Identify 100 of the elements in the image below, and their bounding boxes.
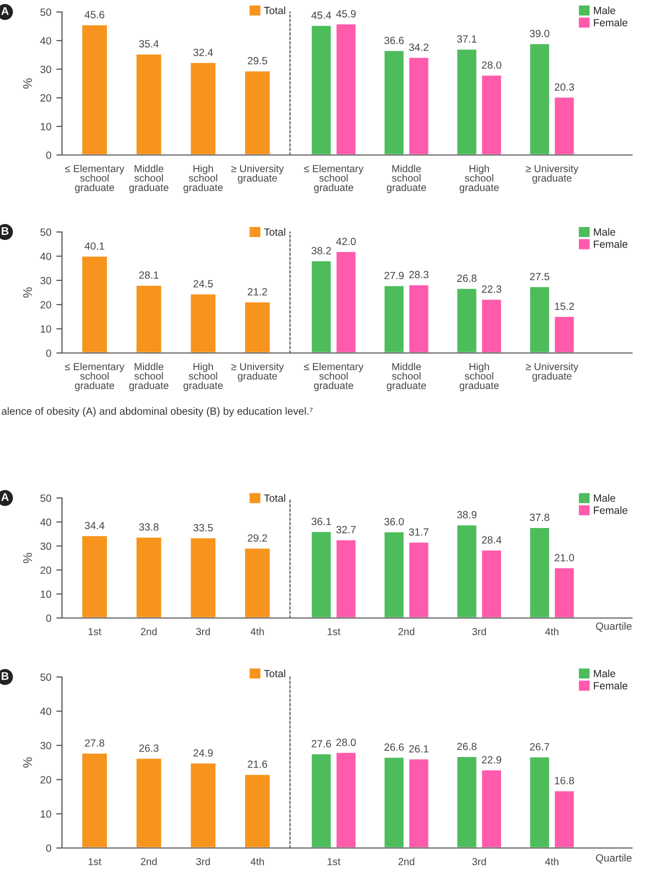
- bar: [244, 301, 272, 353]
- data-label: 27.5: [530, 272, 550, 280]
- chart-title: A: [1, 7, 9, 15]
- y-axis-title: %: [23, 552, 32, 564]
- chart-title: B: [2, 672, 9, 680]
- legend-label: Total: [264, 670, 286, 678]
- data-label: 26.8: [457, 274, 477, 282]
- data-label: 21.6: [248, 760, 268, 768]
- data-label: 39.0: [530, 30, 550, 38]
- data-label: 29.2: [248, 534, 268, 542]
- data-label: 45.4: [311, 12, 332, 19]
- data-label: 36.0: [384, 518, 404, 526]
- data-label: 31.7: [409, 528, 428, 536]
- y-tick-label: 0: [46, 152, 52, 159]
- bar: [335, 250, 357, 353]
- y-tick-label: 10: [40, 325, 52, 333]
- data-label: 34.4: [84, 522, 104, 530]
- bar: [135, 536, 163, 618]
- x-tick-label: 4th: [545, 858, 558, 866]
- y-tick-label: 0: [46, 614, 52, 622]
- x-tick-label: 3rd: [196, 858, 210, 866]
- data-label: 22.3: [482, 285, 502, 293]
- bar: [456, 756, 478, 848]
- y-tick-label: 30: [40, 542, 52, 550]
- x-tick-label: 1st: [88, 858, 102, 866]
- bar: [244, 547, 272, 618]
- bar: [310, 24, 332, 155]
- bar: [383, 284, 405, 353]
- bar: [189, 762, 217, 848]
- data-label: 32.4: [193, 48, 213, 56]
- bar: [553, 566, 576, 618]
- y-tick-label: 40: [40, 37, 52, 44]
- bar: [383, 530, 405, 618]
- bar: [189, 293, 217, 353]
- text: alence of obesity (A) and abdominal obesity (B) by education level.⁷: [2, 407, 313, 417]
- legend-label: Female: [594, 506, 628, 514]
- x-tick-label: ≥ University graduate: [526, 362, 578, 382]
- x-tick-label: ≤ Elementary school graduate: [65, 362, 124, 392]
- data-label: 33.5: [193, 524, 213, 532]
- x-tick-label: ≥ University graduate: [231, 362, 284, 382]
- y-tick-label: 50: [40, 228, 52, 236]
- data-label: 37.1: [457, 35, 476, 43]
- data-label: 37.8: [530, 514, 550, 522]
- data-label: 32.7: [336, 526, 356, 534]
- x-tick-label: Middle school graduate: [129, 164, 168, 194]
- y-tick-label: 50: [40, 8, 52, 16]
- bar: [528, 42, 550, 155]
- x-tick-label: High school graduate: [184, 362, 223, 392]
- bar: [528, 756, 550, 848]
- legend-label: Female: [594, 18, 628, 26]
- y-tick-label: 50: [40, 494, 52, 502]
- x-tick-label: 3rd: [196, 628, 210, 636]
- bar: [480, 549, 502, 618]
- data-label: 22.9: [482, 756, 502, 764]
- y-tick-label: 30: [40, 66, 52, 74]
- y-tick-label: 20: [40, 301, 52, 308]
- data-label: 27.9: [384, 272, 404, 280]
- bar: [80, 752, 108, 848]
- data-label: 28.0: [336, 738, 356, 746]
- y-tick-label: 10: [40, 810, 52, 818]
- data-label: 38.2: [312, 246, 331, 254]
- data-label: 28.1: [139, 271, 158, 279]
- bar: [189, 536, 217, 618]
- y-tick-label: 0: [46, 844, 52, 852]
- bar: [480, 768, 502, 848]
- x-tick-label: ≤ Elementary school graduate: [304, 164, 364, 194]
- data-label: 40.1: [84, 242, 104, 250]
- bar: [335, 23, 357, 155]
- legend-label: Total: [264, 228, 286, 236]
- data-label: 21.0: [554, 554, 574, 562]
- legend-label: Female: [594, 682, 628, 690]
- data-label: 26.7: [530, 743, 550, 750]
- x-tick-label: ≥ University graduate: [526, 164, 578, 184]
- bar: [310, 530, 332, 618]
- legend-label: Male: [594, 228, 616, 236]
- data-label: 36.1: [312, 518, 331, 526]
- data-label: 45.9: [336, 10, 356, 18]
- x-tick-label: High school graduate: [184, 164, 223, 194]
- bar: [553, 96, 576, 155]
- bar: [135, 53, 163, 155]
- data-label: 36.6: [384, 36, 404, 44]
- bar: [80, 534, 108, 618]
- bar: [135, 284, 163, 353]
- x-tick-label: Middle school graduate: [386, 164, 426, 194]
- bar: [408, 284, 430, 353]
- data-label: 38.9: [457, 511, 476, 518]
- bar: [408, 758, 430, 848]
- legend-label: Male: [594, 670, 616, 678]
- y-tick-label: 20: [40, 776, 52, 784]
- chart-title: A: [1, 493, 9, 501]
- bar: [408, 541, 430, 618]
- bar: [189, 62, 217, 155]
- chart-title: B: [2, 227, 9, 235]
- y-tick-label: 10: [40, 122, 52, 130]
- bar: [480, 74, 502, 155]
- data-label: 34.2: [409, 44, 428, 51]
- x-tick-label: 2nd: [140, 628, 157, 636]
- x-tick-label: 3rd: [472, 858, 486, 866]
- y-axis-title: %: [23, 78, 32, 89]
- legend-label: Male: [594, 494, 616, 502]
